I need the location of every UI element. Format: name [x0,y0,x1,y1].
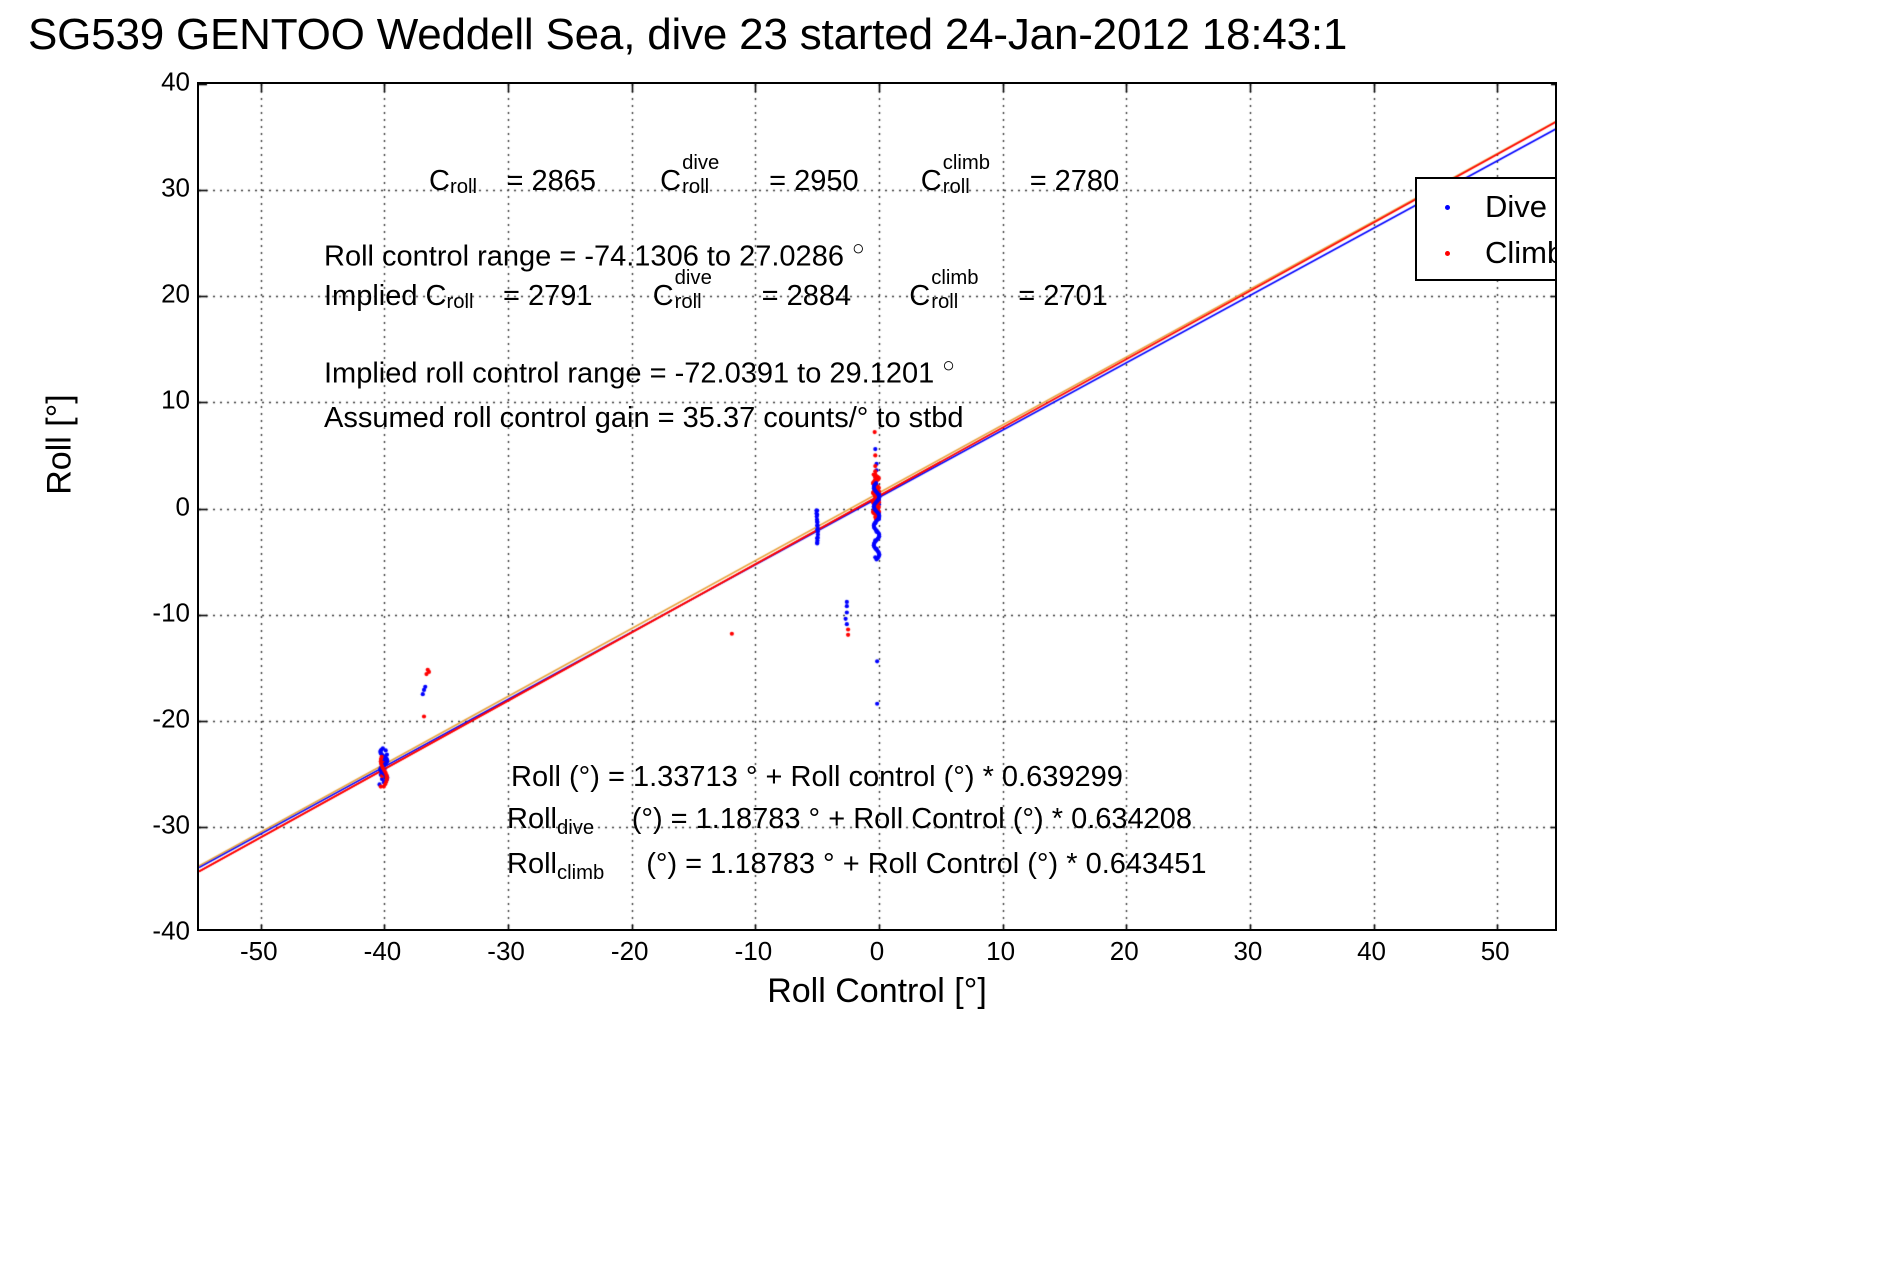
x-axis-title: Roll Control [°] [767,972,987,1010]
x-tick-label: 0 [869,936,885,966]
implied-c-roll-dive-subscript: roll [674,290,702,313]
x-tick-label: 50 [1480,936,1510,966]
y-tick-label: -20 [152,703,190,734]
implied-c-roll-subscript: roll [446,290,474,313]
figure-title: SG539 GENTOO Weddell Sea, dive 23 starte… [28,10,1348,59]
implied-c-roll-dive-superscript: dive [674,267,712,290]
x-axis-tick-labels: -50 -40 -30 -20 -10 0 10 20 30 40 50 [197,936,1557,970]
implied-c-roll-climb-subscript: roll [931,290,959,313]
implied-c-roll-climb-value: = 2701 [1018,280,1108,312]
c-roll-climb-symbol: C [920,165,942,197]
c-roll-dive-symbol: C [660,165,682,197]
equation-climb: Roll climb (°) = 1.18783 ° + Roll Control… [507,844,1207,884]
y-tick-label: 40 [161,66,190,97]
legend[interactable]: Dive Climb [1415,177,1557,281]
c-roll-symbol: C [429,165,450,197]
implied-c-roll-prefix: Implied C [324,280,447,312]
equation-dive-subscript: dive [556,816,595,839]
equation-dive-prefix: Roll [507,803,557,835]
legend-item-climb[interactable]: Climb [1417,231,1557,275]
c-roll-climb-superscript: climb [942,152,991,175]
y-axis-title: Roll [°] [40,394,79,495]
y-axis-tick-labels: 40 30 20 10 0 -10 -20 -30 -40 [110,67,190,946]
x-tick-label: -10 [734,936,773,966]
equation-overall: Roll (°) = 1.33713 ° + Roll control (°) … [511,761,1123,793]
c-roll-dive-superscript: dive [682,152,720,175]
c-roll-subscript: roll [449,175,477,198]
annotation-assumed-gain: Assumed roll control gain = 35.37 counts… [324,402,964,434]
y-tick-label: 20 [161,278,190,309]
c-roll-climb-subscript: roll [942,175,970,198]
legend-item-dive[interactable]: Dive [1417,185,1555,229]
equation-dive-rest: (°) = 1.18783 ° + Roll Control (°) * 0.6… [623,803,1193,835]
y-tick-label: -40 [152,915,190,946]
roll-control-range-text: Roll control range = -74.1306 to 27.0286 [324,240,853,273]
x-tick-label: 10 [986,936,1016,966]
implied-c-roll-climb-symbol: C [909,280,931,312]
x-tick-label: -20 [610,936,649,966]
c-roll-dive-value: = 2950 [769,165,859,197]
y-tick-label: -30 [152,809,190,840]
implied-c-roll-value: = 2791 [503,280,593,312]
y-tick-label: 10 [161,384,190,415]
equation-climb-prefix: Roll [507,848,557,880]
y-tick-label: -10 [152,597,190,628]
x-tick-label: 40 [1357,936,1386,966]
c-roll-dive-subscript: roll [682,175,710,198]
c-roll-value: = 2865 [506,165,597,197]
equation-dive: Roll dive (°) = 1.18783 ° + Roll Control … [507,799,1192,839]
legend-marker-dive [1445,205,1450,210]
x-tick-label: -50 [240,936,278,966]
implied-roll-control-range-text: Implied roll control range = -72.0391 to… [324,357,943,390]
degree-symbol-2: ○ [942,354,955,377]
x-tick-label: 20 [1109,936,1139,966]
x-tick-label: -30 [487,936,525,966]
c-roll-climb-value: = 2780 [1029,165,1120,197]
implied-c-roll-climb-superscript: climb [931,267,979,290]
legend-label-dive: Dive [1485,189,1548,224]
y-tick-label: 0 [175,491,190,521]
legend-marker-climb [1445,251,1450,256]
degree-symbol-1: ○ [852,237,865,260]
annotation-roll-control-range: Roll control range = -74.1306 to 27.0286… [324,232,865,274]
legend-label-climb: Climb [1485,235,1557,270]
implied-c-roll-dive-value: = 2884 [761,280,852,312]
implied-c-roll-dive-symbol: C [652,280,674,312]
annotation-implied-roll-control-range: Implied roll control range = -72.0391 to… [324,349,955,391]
x-tick-label: -40 [363,936,402,966]
equation-climb-rest: (°) = 1.18783 ° + Roll Control (°) * 0.6… [638,848,1207,880]
x-tick-label: 30 [1233,936,1263,966]
y-tick-label: 30 [161,172,190,203]
scatter-canvas [199,84,1555,929]
equation-climb-subscript: climb [556,861,605,884]
